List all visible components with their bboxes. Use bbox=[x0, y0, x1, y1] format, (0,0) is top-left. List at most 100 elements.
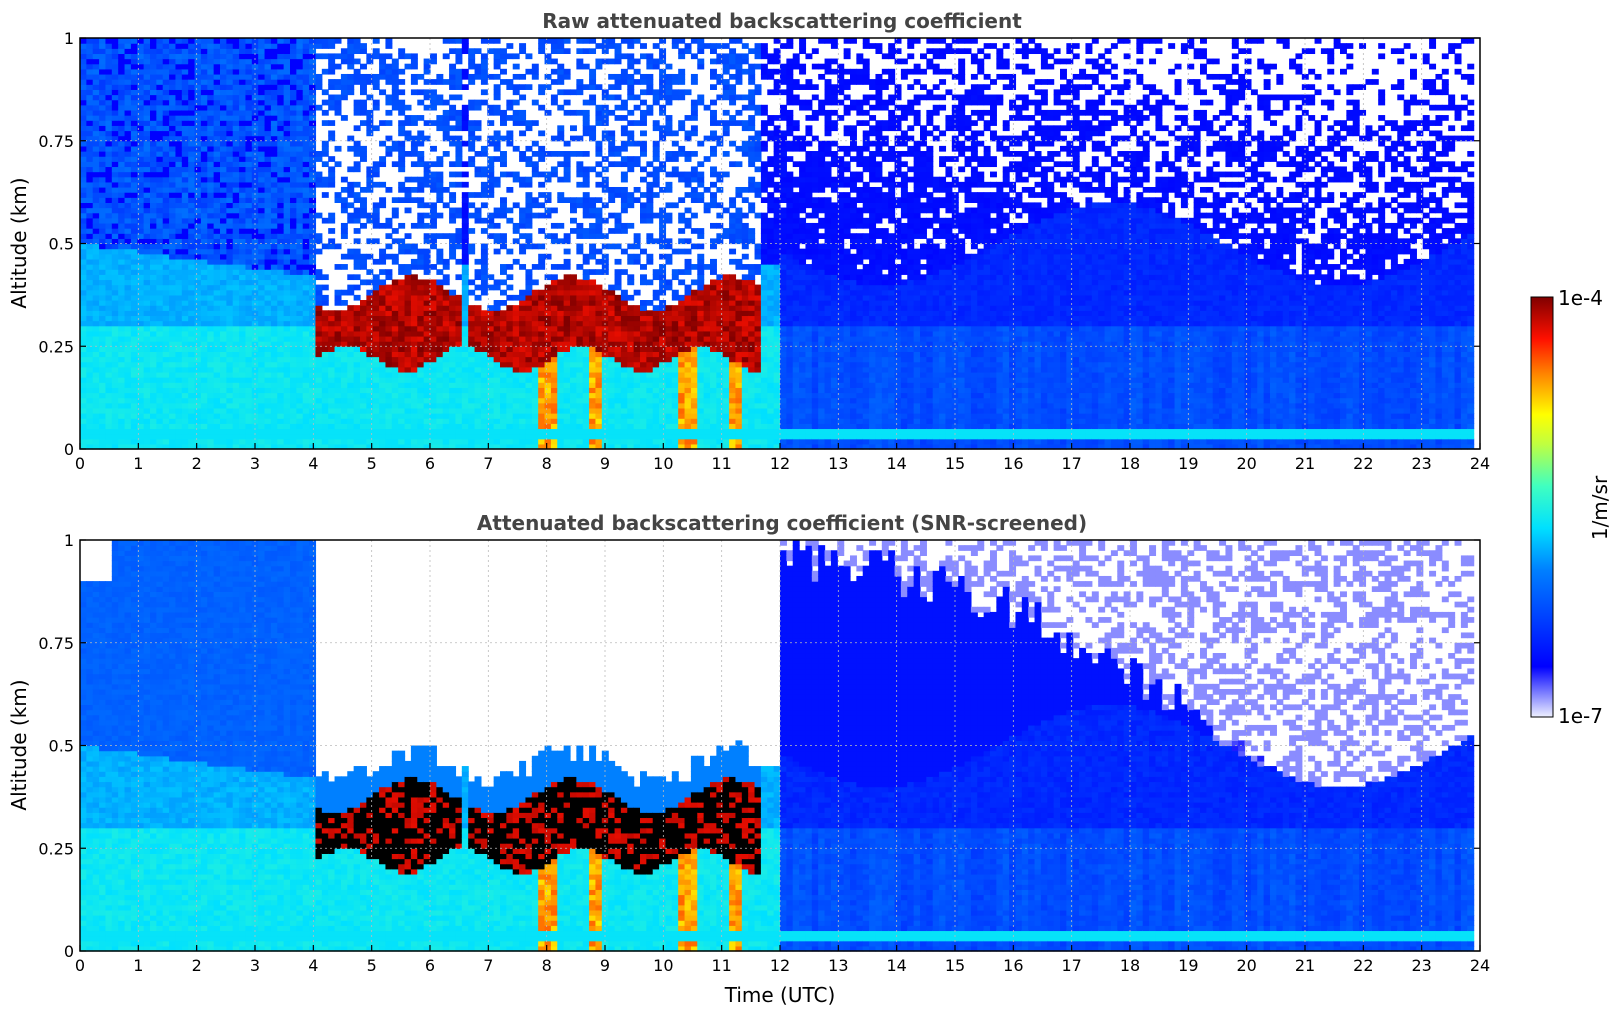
heatmap-cell bbox=[188, 53, 196, 60]
heatmap-cell bbox=[538, 294, 546, 301]
heatmap-cell bbox=[347, 43, 355, 49]
heatmap-cell bbox=[226, 300, 234, 306]
heatmap-cell bbox=[239, 176, 247, 183]
heatmap-cell bbox=[264, 166, 272, 173]
heatmap-cell bbox=[270, 279, 278, 286]
heatmap-cell bbox=[391, 392, 399, 399]
heatmap-cell bbox=[296, 269, 304, 275]
heatmap-cell bbox=[156, 258, 164, 265]
heatmap-cell bbox=[461, 207, 469, 214]
heatmap-cell bbox=[130, 279, 138, 286]
heatmap-cell bbox=[309, 58, 317, 65]
heatmap-cell bbox=[442, 433, 450, 440]
heatmap-cell bbox=[200, 228, 208, 234]
heatmap-cell bbox=[130, 264, 138, 270]
heatmap-cell bbox=[118, 305, 126, 311]
heatmap-cell bbox=[480, 217, 488, 224]
heatmap-cell bbox=[391, 289, 399, 296]
heatmap-cell bbox=[80, 335, 87, 342]
heatmap-cell bbox=[430, 217, 437, 224]
heatmap-cell bbox=[162, 443, 170, 450]
heatmap-cell bbox=[207, 228, 215, 234]
heatmap-cell bbox=[181, 233, 189, 239]
heatmap-cell bbox=[353, 315, 361, 322]
heatmap-cell bbox=[130, 238, 138, 245]
heatmap-cell bbox=[423, 248, 431, 255]
heatmap-cell bbox=[309, 192, 317, 198]
heatmap-cell bbox=[162, 279, 170, 286]
heatmap-cell bbox=[92, 387, 100, 394]
heatmap-cell bbox=[302, 413, 310, 419]
heatmap-cell bbox=[468, 366, 476, 373]
heatmap-cell bbox=[423, 269, 431, 275]
heatmap-cell bbox=[181, 43, 189, 49]
heatmap-cell bbox=[239, 300, 247, 306]
heatmap-cell bbox=[239, 325, 247, 332]
heatmap-cell bbox=[544, 335, 552, 342]
heatmap-cell bbox=[328, 176, 336, 183]
heatmap-cell bbox=[480, 289, 488, 296]
heatmap-cell bbox=[512, 335, 520, 342]
heatmap-cell bbox=[512, 89, 520, 96]
heatmap-cell bbox=[99, 294, 107, 301]
heatmap-cell bbox=[442, 402, 450, 409]
heatmap-cell bbox=[385, 371, 393, 378]
heatmap-cell bbox=[315, 151, 323, 157]
heatmap-cell bbox=[156, 186, 164, 193]
heatmap-cell bbox=[290, 402, 297, 409]
heatmap-cell bbox=[175, 325, 183, 332]
heatmap-cell bbox=[143, 377, 151, 383]
heatmap-cell bbox=[124, 413, 132, 419]
heatmap-cell bbox=[207, 392, 215, 399]
heatmap-cell bbox=[80, 130, 87, 137]
heatmap-cell bbox=[398, 300, 406, 306]
heatmap-cell bbox=[430, 402, 437, 409]
heatmap-cell bbox=[181, 222, 189, 229]
heatmap-cell bbox=[461, 310, 469, 317]
heatmap-cell bbox=[442, 109, 450, 116]
heatmap-cell bbox=[360, 212, 367, 219]
heatmap-cell bbox=[99, 156, 107, 162]
heatmap-cell bbox=[417, 151, 425, 157]
heatmap-cell bbox=[410, 413, 418, 419]
heatmap-cell bbox=[347, 330, 355, 337]
heatmap-cell bbox=[487, 341, 495, 347]
heatmap-cell bbox=[538, 428, 546, 435]
heatmap-cell bbox=[99, 284, 107, 291]
heatmap-cell bbox=[181, 382, 189, 388]
heatmap-cell bbox=[468, 346, 476, 352]
heatmap-cell bbox=[213, 346, 221, 352]
heatmap-cell bbox=[270, 68, 278, 75]
heatmap-cell bbox=[105, 161, 113, 168]
heatmap-cell bbox=[302, 192, 310, 198]
heatmap-cell bbox=[449, 238, 457, 245]
heatmap-cell bbox=[385, 217, 393, 224]
heatmap-cell bbox=[264, 320, 272, 327]
heatmap-cell bbox=[213, 351, 221, 358]
heatmap-cell bbox=[321, 351, 329, 358]
heatmap-cell bbox=[417, 371, 425, 378]
heatmap-cell bbox=[315, 438, 323, 445]
heatmap-cell bbox=[334, 423, 342, 430]
heatmap-cell bbox=[251, 407, 259, 414]
heatmap-cell bbox=[277, 89, 285, 96]
heatmap-cell bbox=[398, 248, 406, 255]
heatmap-cell bbox=[245, 371, 253, 378]
heatmap-cell bbox=[251, 423, 259, 430]
heatmap-cell bbox=[353, 258, 361, 265]
heatmap-cell bbox=[372, 289, 380, 296]
heatmap-cell bbox=[321, 140, 329, 147]
heatmap-cell bbox=[277, 392, 285, 399]
heatmap-cell bbox=[162, 217, 170, 224]
heatmap-cell bbox=[258, 238, 266, 245]
heatmap-cell bbox=[175, 53, 183, 60]
heatmap-cell bbox=[239, 238, 247, 245]
heatmap-cell bbox=[328, 356, 336, 363]
heatmap-cell bbox=[200, 94, 208, 101]
heatmap-cell bbox=[130, 109, 138, 116]
heatmap-cell bbox=[442, 315, 450, 322]
heatmap-cell bbox=[181, 156, 189, 162]
heatmap-cell bbox=[111, 248, 119, 255]
heatmap-cell bbox=[188, 79, 196, 85]
heatmap-cell bbox=[544, 377, 552, 383]
